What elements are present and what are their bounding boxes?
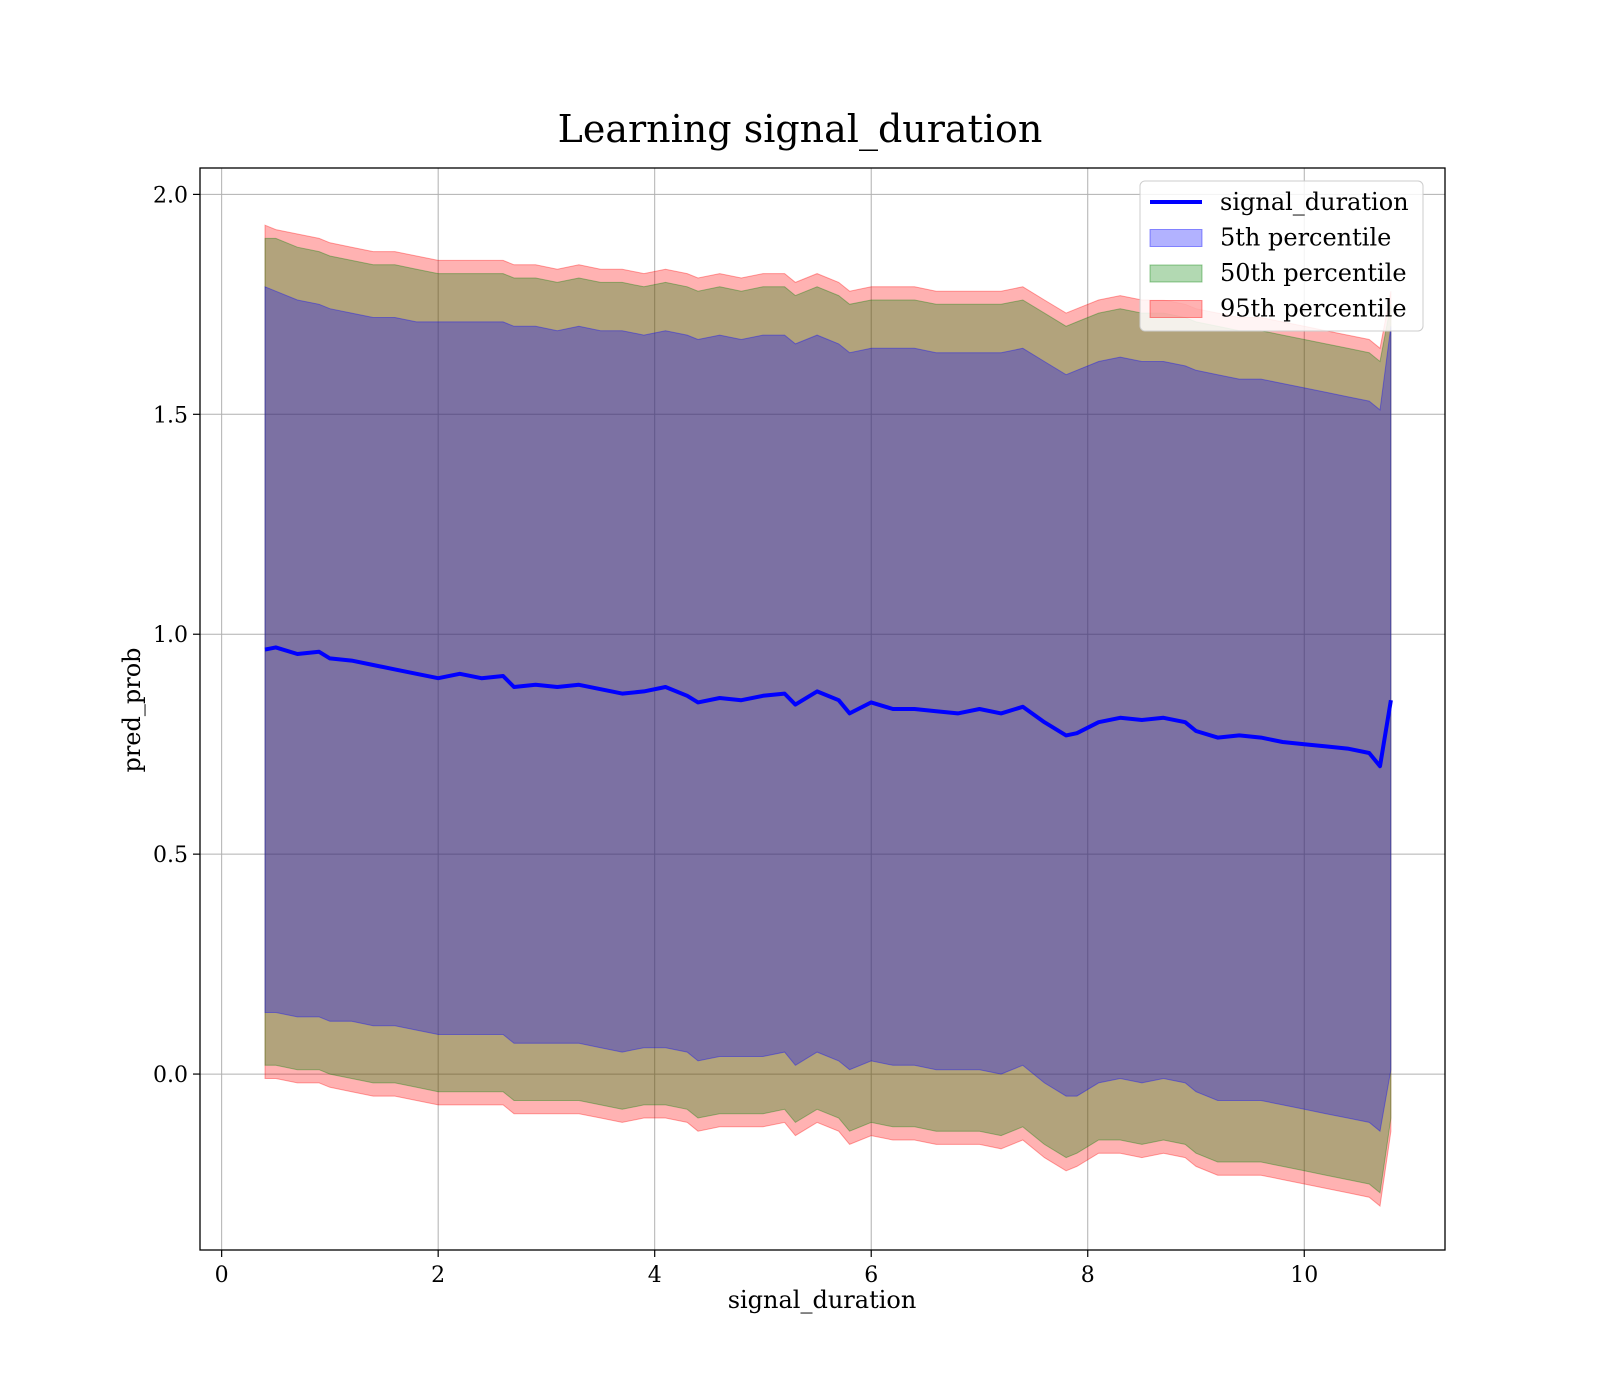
legend-label: 5th percentile bbox=[1220, 224, 1391, 252]
legend-label: signal_duration bbox=[1220, 188, 1409, 216]
legend-band-swatch bbox=[1149, 300, 1203, 318]
y-tick-label: 0.5 bbox=[153, 843, 188, 868]
x-tick-label: 0 bbox=[215, 1263, 229, 1288]
chart-title: Learning signal_duration bbox=[558, 107, 1043, 152]
y-tick-label: 0.0 bbox=[153, 1063, 188, 1088]
series-lines bbox=[264, 645, 1393, 769]
legend-band-swatch bbox=[1149, 229, 1203, 247]
x-tick-label: 10 bbox=[1290, 1263, 1318, 1288]
x-tick-label: 6 bbox=[864, 1263, 878, 1288]
x-tick-label: 8 bbox=[1081, 1263, 1095, 1288]
x-axis-label: signal_duration bbox=[728, 1286, 917, 1314]
plot-frame bbox=[199, 167, 1446, 1251]
grid bbox=[200, 168, 1445, 1250]
x-tick-label: 4 bbox=[648, 1263, 662, 1288]
legend-band-swatch bbox=[1149, 264, 1203, 283]
axis-ticks: 0 2 4 6 8 10 0.0 0.5 1.0 1.5 2.0 bbox=[153, 183, 1318, 1288]
legend-label: 95th percentile bbox=[1220, 295, 1407, 323]
legend-box bbox=[1139, 180, 1424, 332]
band-50th-percentile bbox=[264, 237, 1392, 1194]
band-5th-percentile bbox=[264, 286, 1392, 1133]
series-line-signal-duration bbox=[264, 645, 1393, 769]
band-95th-percentile bbox=[264, 224, 1392, 1207]
legend-label: 50th percentile bbox=[1220, 259, 1407, 287]
y-axis-label: pred_prob bbox=[118, 647, 146, 772]
y-tick-label: 1.5 bbox=[153, 403, 188, 428]
legend: signal_duration 5th percentile 50th percen… bbox=[1139, 180, 1424, 332]
y-tick-label: 1.0 bbox=[153, 623, 188, 648]
x-tick-label: 2 bbox=[431, 1263, 445, 1288]
percentile-bands bbox=[264, 224, 1392, 1207]
y-tick-label: 2.0 bbox=[153, 183, 188, 208]
